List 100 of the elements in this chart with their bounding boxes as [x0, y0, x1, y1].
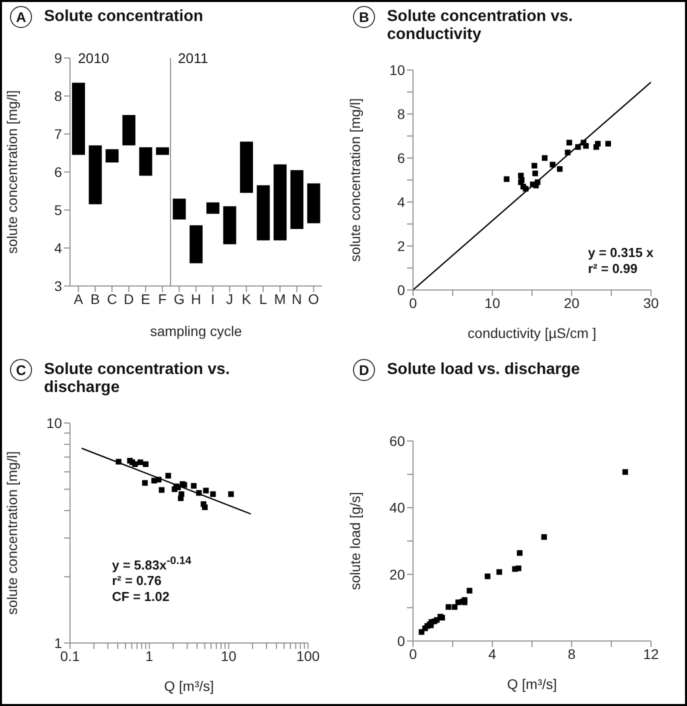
y-tick-label: 3	[54, 278, 62, 294]
x-tick-label: M	[274, 290, 286, 307]
x-tick-label: 12	[643, 646, 659, 662]
point	[504, 176, 510, 182]
point	[605, 140, 611, 147]
x-tick-label: H	[190, 290, 202, 307]
x-tick-label: 0	[409, 646, 418, 662]
x-tick-label: I	[210, 290, 215, 307]
y-tick-label: 8	[397, 106, 406, 122]
y-tick-label: 8	[54, 88, 62, 104]
point	[516, 550, 523, 556]
chart-title: Solute concentration	[44, 7, 204, 26]
x-tick-label: 100	[296, 648, 320, 664]
point	[532, 162, 538, 169]
point	[446, 604, 452, 610]
x-axis-title: sampling cycle	[150, 323, 242, 339]
x-tick-label: G	[174, 290, 185, 307]
x-tick-label: 20	[564, 294, 580, 311]
y-tick-label: 60	[389, 432, 406, 449]
point	[564, 150, 571, 156]
annotation: 2010	[78, 50, 110, 66]
point	[522, 186, 528, 192]
x-axis-title: Q [m³/s]	[164, 678, 214, 694]
bar	[72, 82, 85, 155]
y-tick-label: 40	[389, 500, 406, 516]
bar	[106, 149, 119, 162]
annotation: r² = 0.76	[112, 573, 163, 590]
x-tick-label: B	[90, 290, 100, 307]
bar	[256, 185, 270, 240]
annotation: y = 0.315 x	[588, 245, 654, 261]
y-axis-title: solute concentration [mg/l]	[346, 98, 363, 262]
x-tick-label: N	[292, 290, 302, 307]
x-tick-label: 10	[220, 648, 237, 664]
bar	[307, 183, 320, 224]
point	[496, 569, 502, 575]
y-tick-label: 20	[389, 566, 406, 582]
x-tick-label: 30	[643, 294, 659, 311]
y-tick-label: 6	[397, 150, 406, 166]
x-tick-label: L	[259, 290, 268, 307]
point	[622, 469, 628, 475]
point	[466, 588, 472, 594]
x-tick-label: O	[308, 290, 320, 307]
bar	[206, 202, 220, 214]
point	[595, 140, 601, 147]
x-axis-title: conductivity [µS/cm ]	[468, 325, 596, 341]
point	[541, 534, 547, 540]
point	[566, 140, 572, 146]
x-tick-label: 0	[409, 294, 418, 311]
chart-title: Solute concentration vs. discharge	[44, 360, 231, 397]
bar	[172, 198, 186, 220]
x-tick-label: 1	[145, 648, 154, 664]
chart-title: Solute concentration vs. conductivity	[387, 7, 574, 44]
bar	[290, 170, 304, 229]
annotation: r² = 0.99	[588, 261, 639, 277]
x-tick-label: E	[140, 290, 150, 307]
annotation: 2011	[178, 50, 208, 66]
point	[583, 143, 589, 149]
y-tick-label: 1	[54, 634, 62, 651]
y-tick-label: 4	[397, 194, 406, 210]
bar	[190, 225, 203, 264]
point	[452, 604, 458, 610]
annotation: y = 5.83x$^{-0.14}$	[112, 554, 192, 574]
x-tick-label: F	[158, 290, 167, 307]
y-tick-label: 5	[54, 202, 62, 218]
point	[550, 162, 556, 168]
text: A	[10, 6, 32, 28]
x-axis-title: Q [m³/s]	[507, 676, 557, 692]
y-tick-label: 4	[54, 240, 62, 256]
point	[532, 170, 538, 176]
text: D	[353, 359, 375, 381]
text: C	[10, 359, 32, 381]
x-tick-label: 10	[484, 294, 500, 311]
point	[542, 155, 548, 161]
x-tick-label: 8	[568, 646, 576, 662]
point	[575, 144, 581, 150]
x-tick-label: 0.1	[60, 648, 80, 664]
bar	[274, 164, 287, 240]
x-tick-label: D	[124, 290, 134, 307]
y-tick-label: 2	[397, 238, 406, 254]
y-axis-title: solute concentration [mg/l]	[4, 90, 20, 254]
bar	[240, 142, 253, 193]
x-tick-label: K	[242, 290, 252, 307]
point	[556, 166, 563, 172]
text: B	[353, 6, 375, 28]
x-tick-label: A	[74, 290, 84, 307]
bar	[122, 115, 136, 146]
point	[534, 179, 540, 186]
annotation: CF = 1.02	[112, 589, 170, 606]
x-tick-label: 4	[488, 646, 496, 662]
bar	[139, 147, 152, 176]
y-tick-label: 7	[54, 126, 62, 142]
y-tick-label: 0	[397, 632, 406, 649]
bar	[223, 206, 236, 244]
bar	[156, 147, 169, 155]
y-tick-label: 6	[54, 164, 62, 180]
y-tick-label: 10	[389, 62, 406, 78]
chart-title: Solute load vs. discharge	[387, 360, 581, 379]
y-axis-title: solute concentration [mg/l]	[4, 451, 20, 615]
point	[516, 566, 522, 572]
x-tick-label: C	[106, 290, 118, 307]
